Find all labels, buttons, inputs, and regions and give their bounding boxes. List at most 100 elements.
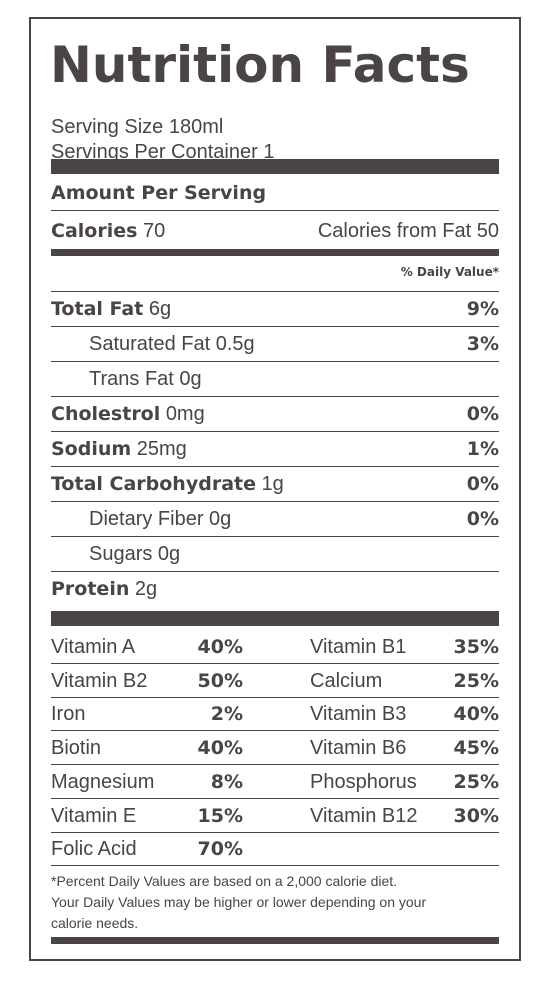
divider xyxy=(51,501,499,502)
divider xyxy=(51,571,499,572)
nutrient-amount: 6g xyxy=(148,298,172,320)
divider xyxy=(51,536,499,537)
amount-per-serving: Amount Per Serving xyxy=(51,182,267,204)
footnote: *Percent Daily Values are based on a 2,0… xyxy=(51,871,499,934)
divider xyxy=(51,210,499,211)
nutrient-daily-value: 9% xyxy=(466,298,499,320)
nutrient-amount: 25mg xyxy=(136,438,187,460)
divider xyxy=(51,798,499,799)
bottom-divider xyxy=(51,937,499,944)
vitamin-name: Magnesium xyxy=(51,771,155,793)
divider xyxy=(51,361,499,362)
vitamin-percent: 50% xyxy=(197,670,243,692)
nutrient-row: Sodium 25mg 1% xyxy=(51,432,499,466)
vitamin-percent: 40% xyxy=(197,636,243,658)
vitamin-row: Vitamin E 15% Vitamin B12 30% xyxy=(51,799,499,833)
vitamin-name: Biotin xyxy=(51,737,102,759)
daily-value-header: % Daily Value* xyxy=(400,265,499,279)
divider xyxy=(51,832,499,833)
thick-divider xyxy=(51,159,499,174)
nutrient-name-cell: Trans Fat 0g xyxy=(89,362,202,396)
nutrient-label: Total Carbohydrate xyxy=(51,473,256,495)
vitamin-percent: 45% xyxy=(453,737,499,759)
vitamin-percent: 15% xyxy=(197,805,243,827)
vitamin-percent: 40% xyxy=(453,703,499,725)
divider xyxy=(51,291,499,292)
vitamin-name: Vitamin E xyxy=(51,805,137,827)
divider xyxy=(51,326,499,327)
nutrient-label: Saturated Fat 0.5g xyxy=(89,333,255,355)
nutrient-row: Total Carbohydrate 1g 0% xyxy=(51,467,499,501)
nutrient-label: Sodium xyxy=(51,438,132,460)
nutrient-name-cell: Protein 2g xyxy=(51,572,157,606)
nutrient-row: Cholestrol 0mg 0% xyxy=(51,397,499,431)
vitamin-name: Folic Acid xyxy=(51,838,137,860)
nutrition-label: Nutrition Facts Serving Size 180ml Servi… xyxy=(29,17,521,961)
vitamin-row: Folic Acid 70% xyxy=(51,832,499,866)
label-title: Nutrition Facts xyxy=(50,36,470,94)
serving-size: Serving Size 180ml xyxy=(51,116,224,138)
calories-label: Calories xyxy=(51,220,138,242)
nutrient-name-cell: Sugars 0g xyxy=(89,537,180,571)
nutrient-row: Dietary Fiber 0g 0% xyxy=(51,502,499,536)
vitamin-percent: 2% xyxy=(210,703,243,725)
nutrient-row: Trans Fat 0g xyxy=(51,362,499,396)
nutrient-label: Trans Fat 0g xyxy=(89,368,202,390)
vitamin-row: Vitamin B2 50% Calcium 25% xyxy=(51,664,499,698)
vitamin-row: Iron 2% Vitamin B3 40% xyxy=(51,697,499,731)
medium-divider xyxy=(51,249,499,256)
vitamin-name: Vitamin B12 xyxy=(310,805,418,827)
calories-value: 70 xyxy=(142,220,166,242)
vitamin-name: Phosphorus xyxy=(310,771,417,793)
vitamin-name: Vitamin B3 xyxy=(310,703,407,725)
nutrient-label: Sugars 0g xyxy=(89,543,181,565)
divider xyxy=(51,697,499,698)
amount-per-serving-row: Amount Per Serving xyxy=(51,176,499,210)
nutrient-row: Saturated Fat 0.5g 3% xyxy=(51,327,499,361)
vitamin-row: Magnesium 8% Phosphorus 25% xyxy=(51,765,499,799)
nutrient-daily-value: 3% xyxy=(466,333,499,355)
nutrient-row: Protein 2g xyxy=(51,572,499,606)
nutrient-row: Total Fat 6g 9% xyxy=(51,292,499,326)
nutrient-name-cell: Cholestrol 0mg xyxy=(51,397,205,431)
nutrient-name-cell: Dietary Fiber 0g xyxy=(89,502,231,536)
divider xyxy=(51,466,499,467)
divider xyxy=(51,764,499,765)
vitamin-percent: 8% xyxy=(210,771,243,793)
vitamin-name: Vitamin B1 xyxy=(310,636,407,658)
divider xyxy=(51,663,499,664)
nutrient-name-cell: Total Carbohydrate 1g xyxy=(51,467,284,501)
vitamin-name: Calcium xyxy=(310,670,383,692)
nutrient-name-cell: Total Fat 6g xyxy=(51,292,171,326)
nutrient-daily-value: 0% xyxy=(466,473,499,495)
nutrient-name-cell: Sodium 25mg xyxy=(51,432,187,466)
nutrient-daily-value: 1% xyxy=(466,438,499,460)
calories-from-fat: Calories from Fat 50 xyxy=(317,220,499,242)
nutrient-row: Sugars 0g xyxy=(51,537,499,571)
divider xyxy=(51,865,499,866)
nutrient-amount: 0mg xyxy=(165,403,205,425)
footnote-line: *Percent Daily Values are based on a 2,0… xyxy=(51,873,398,889)
vitamin-name: Vitamin B2 xyxy=(51,670,148,692)
nutrient-daily-value: 0% xyxy=(466,403,499,425)
vitamin-percent: 35% xyxy=(453,636,499,658)
nutrient-name-cell: Saturated Fat 0.5g xyxy=(89,327,255,361)
nutrient-label: Dietary Fiber 0g xyxy=(89,508,232,530)
vitamin-name: Vitamin A xyxy=(51,636,136,658)
nutrient-label: Cholestrol xyxy=(51,403,161,425)
nutrient-daily-value: 0% xyxy=(466,508,499,530)
vitamin-row: Biotin 40% Vitamin B6 45% xyxy=(51,731,499,765)
vitamin-percent: 25% xyxy=(453,771,499,793)
nutrient-label: Total Fat xyxy=(51,298,144,320)
calories-cell: Calories 70 xyxy=(51,214,165,248)
vitamin-percent: 30% xyxy=(453,805,499,827)
servings-per-container: Servings Per Container 1 xyxy=(51,141,275,163)
footnote-line: Your Daily Values may be higher or lower… xyxy=(51,894,427,910)
vitamin-percent: 40% xyxy=(197,737,243,759)
nutrient-label: Protein xyxy=(51,578,130,600)
divider xyxy=(51,730,499,731)
vitamin-percent: 25% xyxy=(453,670,499,692)
divider xyxy=(51,396,499,397)
calories-row: Calories 70 Calories from Fat 50 xyxy=(51,214,499,248)
nutrient-amount: 1g xyxy=(261,473,284,495)
